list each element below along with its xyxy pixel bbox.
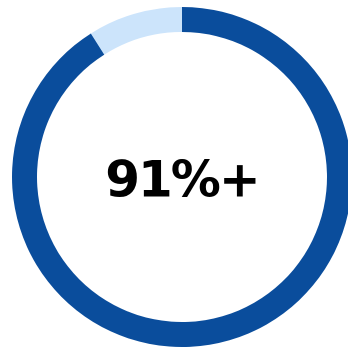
- donut-slices: [12, 7, 348, 347]
- donut-slice-remaining: [90, 7, 182, 55]
- center-percentage-label: 91%+: [105, 151, 259, 209]
